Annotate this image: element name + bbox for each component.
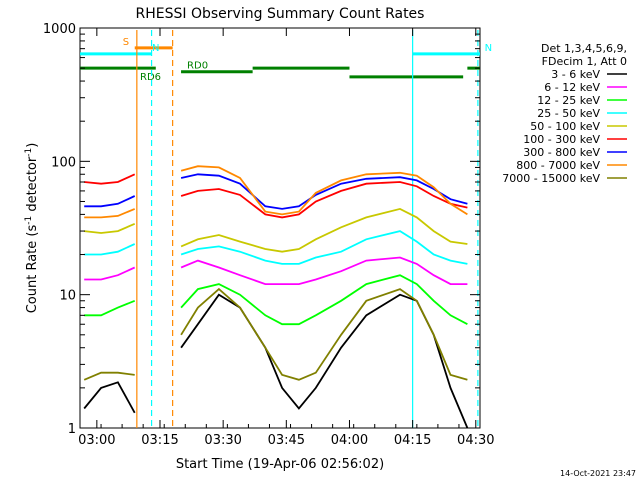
footer-timestamp: 14-Oct-2021 23:47 xyxy=(560,469,636,478)
state-bar-label: N xyxy=(152,43,159,54)
series-line xyxy=(180,165,468,216)
series-line xyxy=(84,243,136,256)
y-axis-label: Count Rate (s-1 detector-1) xyxy=(24,143,40,314)
y-axis-label-mid: detector xyxy=(25,156,40,216)
x-tick-label: 03:00 xyxy=(78,433,115,448)
series-line xyxy=(84,266,136,281)
x-tick-label: 03:45 xyxy=(268,433,305,448)
series-lines xyxy=(83,165,469,429)
legend-label: 7000 - 15000 keV xyxy=(502,172,600,185)
y-axis-label-sup2: -1 xyxy=(24,148,34,157)
x-tick-label: 04:30 xyxy=(457,433,494,448)
x-tick-label: 03:30 xyxy=(204,433,241,448)
legend-label: 3 - 6 keV xyxy=(551,68,600,81)
state-bar-label: S xyxy=(123,37,129,48)
legend-header-2: FDecim 1, Att 0 xyxy=(542,55,627,68)
legend-label: 12 - 25 keV xyxy=(537,94,600,107)
y-tick-label: 1 xyxy=(68,422,76,437)
state-bar-label: RD6 xyxy=(140,72,161,83)
series-line xyxy=(180,181,468,219)
series-line xyxy=(180,173,468,210)
y-axis-label-sup1: -1 xyxy=(24,216,34,225)
plot-frame xyxy=(79,27,481,429)
series-line xyxy=(180,287,468,381)
series-line xyxy=(180,207,468,253)
series-line xyxy=(83,381,136,414)
series-line xyxy=(84,208,136,219)
plot-area xyxy=(79,27,481,429)
legend-label: 25 - 50 keV xyxy=(537,107,600,120)
x-tick-label: 03:15 xyxy=(141,433,178,448)
series-line xyxy=(84,222,136,234)
x-tick-label: 04:00 xyxy=(331,433,368,448)
y-axis: 1 10 100 1000 xyxy=(43,22,480,437)
legend-label: 800 - 7000 keV xyxy=(516,159,600,172)
time-markers xyxy=(136,30,479,428)
x-axis: 03:00 03:15 03:30 03:45 04:00 04:15 04:30 xyxy=(78,28,495,448)
series-line xyxy=(180,256,468,286)
series-line xyxy=(84,299,136,317)
series-line xyxy=(83,371,135,381)
y-axis-label-main: Count Rate (s xyxy=(25,225,40,314)
series-line xyxy=(180,274,468,326)
legend-label: 50 - 100 keV xyxy=(530,120,600,133)
legend-label: 6 - 12 keV xyxy=(544,81,600,94)
legend-label: 300 - 800 keV xyxy=(523,146,600,159)
series-line xyxy=(180,230,468,265)
x-axis-label: Start Time (19-Apr-06 02:56:02) xyxy=(176,457,384,472)
series-line xyxy=(84,195,136,208)
chart-title: RHESSI Observing Summary Count Rates xyxy=(136,6,425,22)
y-axis-label-end: ) xyxy=(25,143,40,148)
x-tick-label: 04:15 xyxy=(394,433,431,448)
y-tick-label: 10 xyxy=(59,289,76,304)
state-bar-label: N xyxy=(485,43,492,54)
state-bar-label: RD0 xyxy=(187,61,208,72)
state-bars: S N N RD6 RD0 xyxy=(80,37,492,83)
y-tick-label: 1000 xyxy=(43,22,76,37)
legend-label: 100 - 300 keV xyxy=(523,133,600,146)
legend-header-1: Det 1,3,4,5,6,9, xyxy=(541,42,627,55)
legend: Det 1,3,4,5,6,9, FDecim 1, Att 0 3 - 6 k… xyxy=(502,42,627,185)
series-line xyxy=(84,173,136,185)
y-tick-label: 100 xyxy=(51,155,76,170)
